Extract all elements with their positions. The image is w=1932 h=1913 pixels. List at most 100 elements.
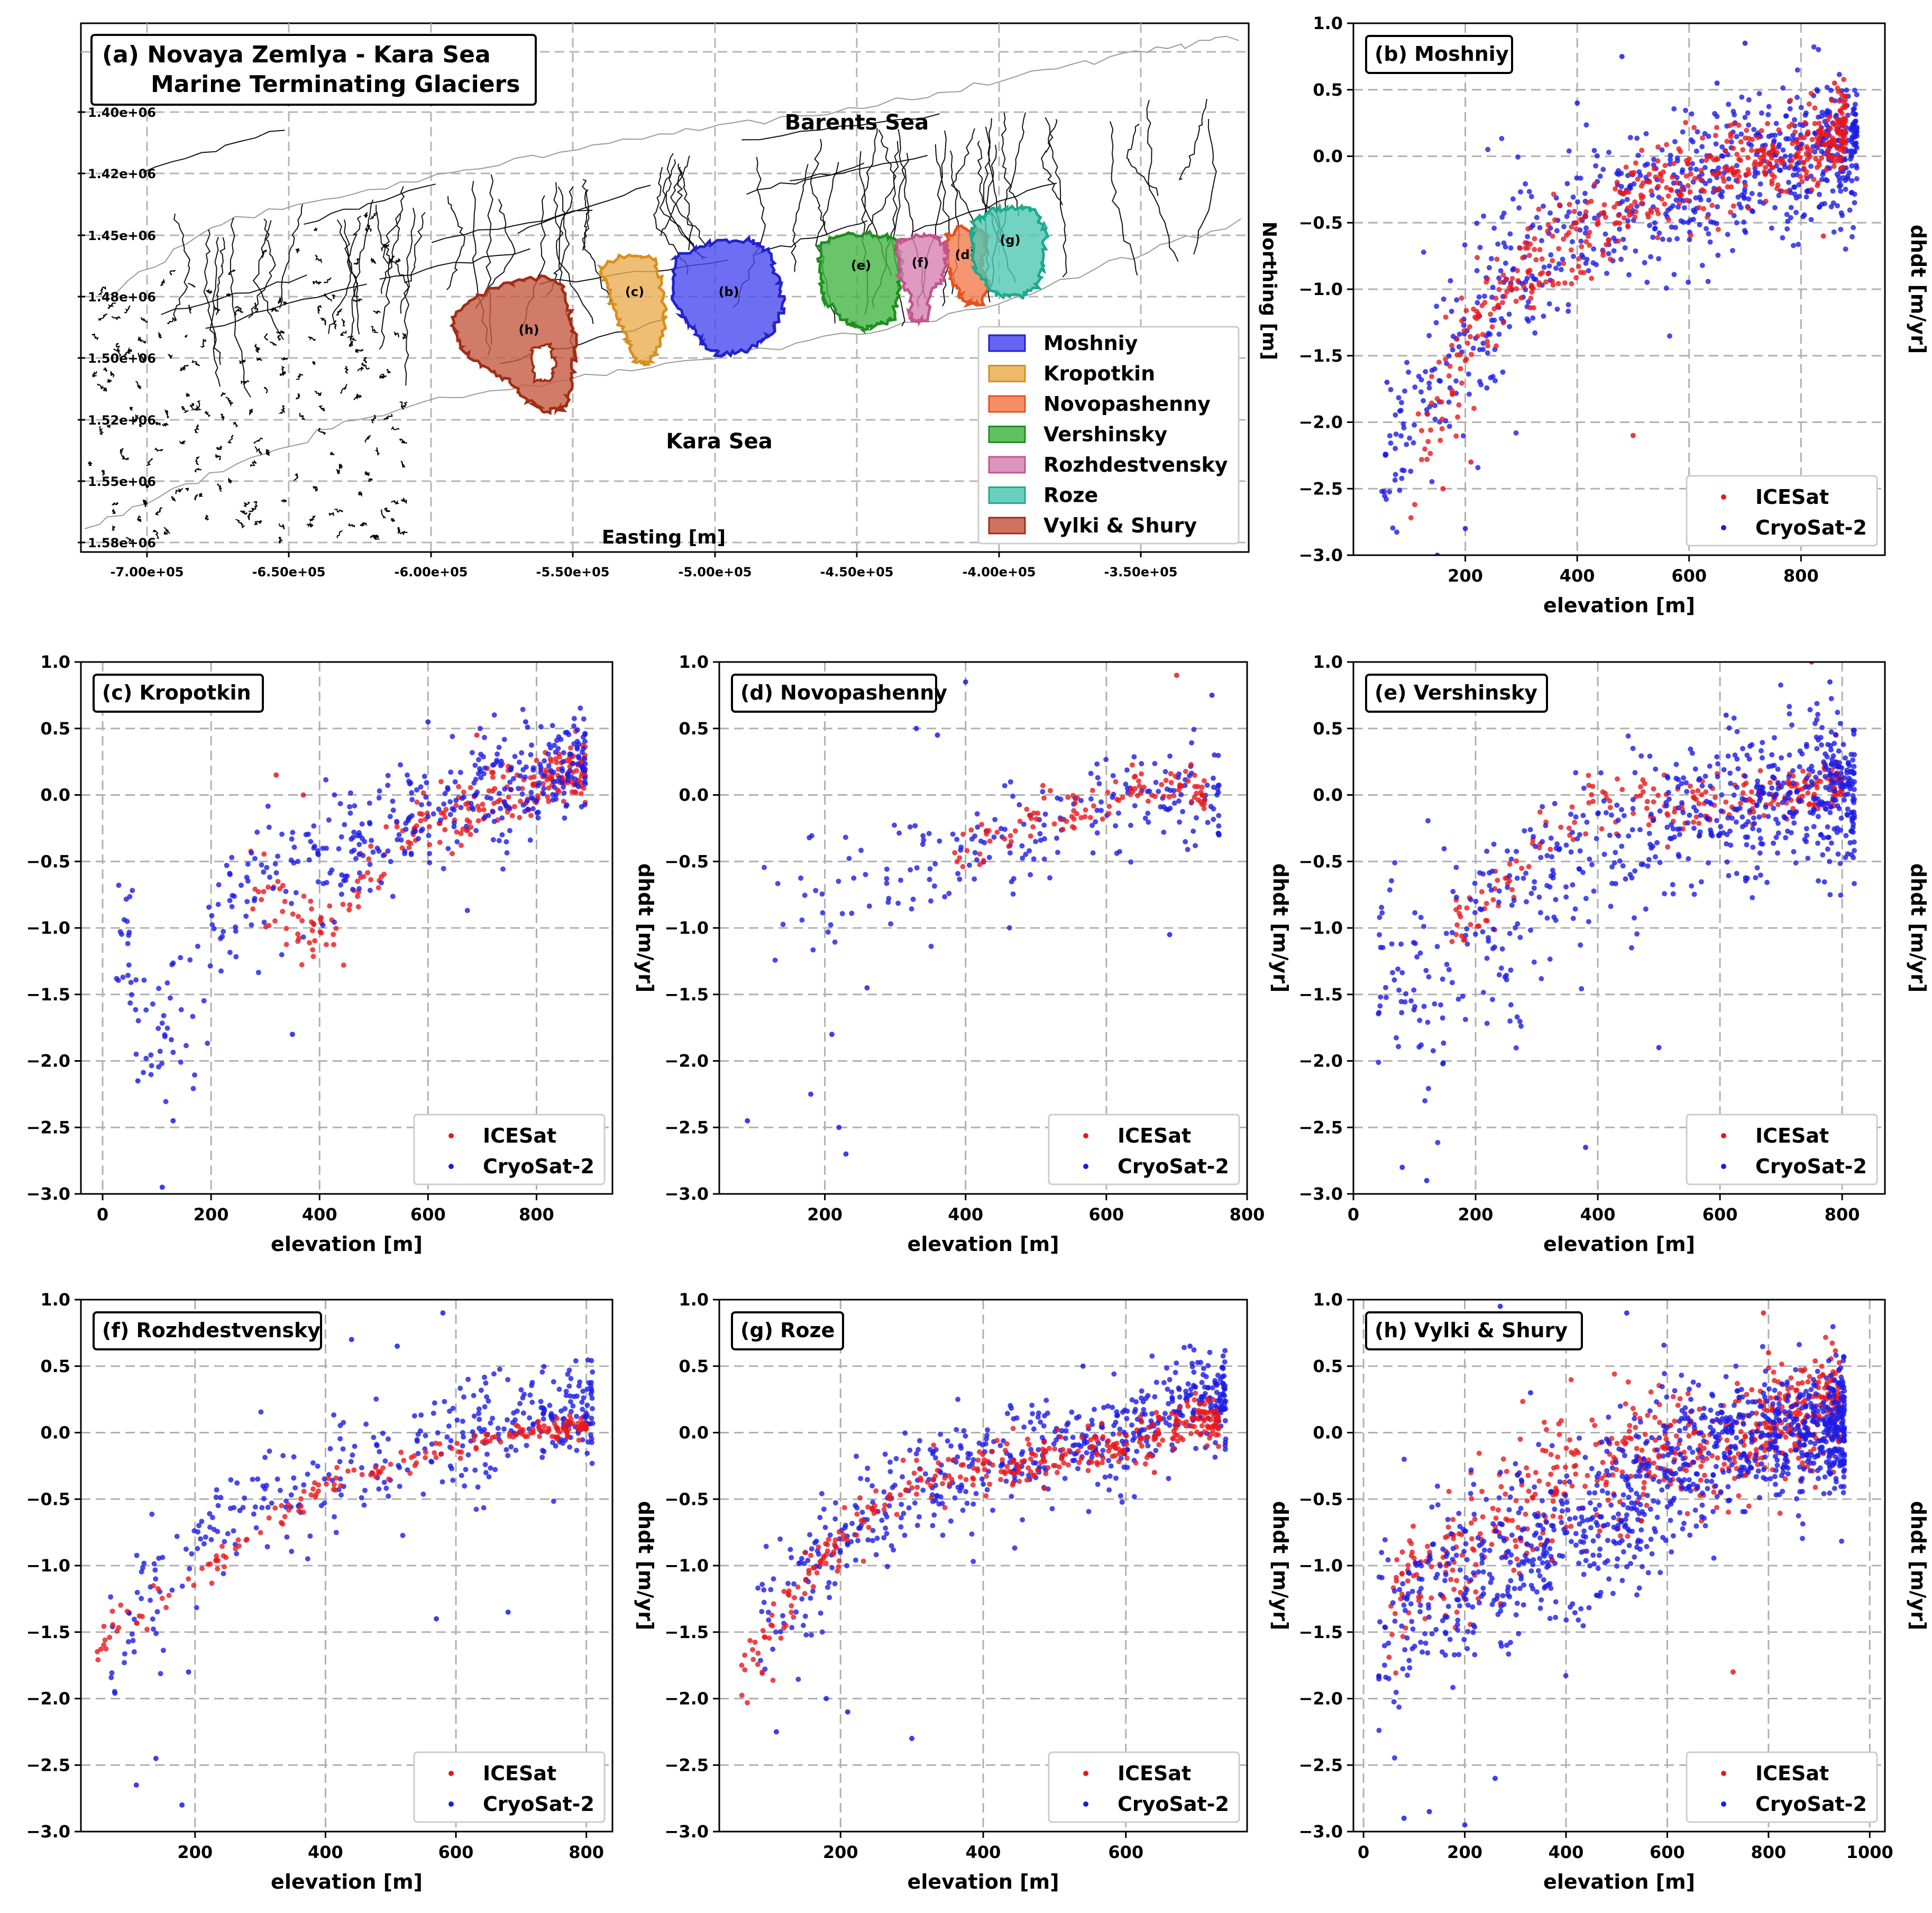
cryosat-point xyxy=(582,802,588,808)
cryosat-point xyxy=(221,928,226,934)
icesat-point xyxy=(1415,411,1421,417)
cryosat-point xyxy=(802,893,808,898)
cryosat-point xyxy=(1838,770,1844,776)
cryosat-point xyxy=(1648,254,1654,260)
cryosat-point xyxy=(906,1505,912,1511)
cryosat-point xyxy=(473,777,479,782)
panel-f-xlabel: elevation [m] xyxy=(271,1870,423,1893)
icesat-point xyxy=(442,827,448,833)
y-tick-label: 0.5 xyxy=(40,719,70,739)
icesat-point xyxy=(1188,762,1194,767)
cryosat-point xyxy=(1426,333,1432,338)
drainage-line xyxy=(810,139,828,235)
cryosat-point xyxy=(482,1462,488,1467)
cryosat-point xyxy=(1589,862,1595,868)
cryosat-point xyxy=(1827,810,1833,815)
cryosat-point xyxy=(1853,112,1858,117)
cryosat-point xyxy=(1836,183,1842,189)
cryosat-point xyxy=(1503,244,1508,250)
icesat-point xyxy=(140,1614,145,1620)
cryosat-point xyxy=(427,860,433,866)
cryosat-point xyxy=(1023,851,1029,857)
icesat-point xyxy=(1071,816,1077,822)
map-y-tick-label: 1.55e+06 xyxy=(88,474,156,489)
icesat-point xyxy=(1595,217,1601,223)
cryosat-point xyxy=(1531,885,1537,891)
cryosat-point xyxy=(562,815,567,821)
glacier-h-tag: (h) xyxy=(518,323,539,337)
icesat-point xyxy=(1579,244,1585,250)
cryosat-point xyxy=(1498,965,1504,971)
cryosat-point xyxy=(524,1442,529,1448)
cryosat-point xyxy=(1691,891,1697,897)
cryosat-point xyxy=(817,1515,823,1520)
cryosat-point xyxy=(568,751,574,757)
cryosat-point xyxy=(1408,998,1414,1004)
icesat-point xyxy=(1601,202,1607,208)
icesat-point xyxy=(1683,173,1689,179)
icesat-point xyxy=(368,843,374,849)
cryosat-point xyxy=(1009,1494,1014,1500)
icesat-point xyxy=(354,878,360,884)
cryosat-point xyxy=(564,802,570,808)
icesat-point xyxy=(1761,152,1767,158)
icesat-point xyxy=(1425,411,1431,417)
icesat-point xyxy=(1446,373,1452,379)
cryosat-point xyxy=(390,807,396,813)
icesat-point xyxy=(1632,199,1638,205)
cryosat-point xyxy=(1784,211,1790,217)
cryosat-point xyxy=(1028,1447,1034,1452)
y-tick-label: 0.5 xyxy=(1313,719,1343,739)
cryosat-point xyxy=(1413,941,1418,946)
cryosat-point xyxy=(1176,798,1182,804)
cryosat-point xyxy=(1176,1386,1182,1392)
cryosat-point xyxy=(482,815,488,821)
cryosat-point xyxy=(1615,817,1621,823)
cryosat-point xyxy=(563,1388,569,1394)
cryosat-point xyxy=(1650,234,1656,240)
icesat-point xyxy=(544,777,550,783)
cryosat-point xyxy=(960,1507,966,1513)
cryosat-point xyxy=(1084,1450,1089,1456)
icesat-point xyxy=(331,932,336,937)
cryosat-point xyxy=(1204,783,1210,788)
cryosat-point xyxy=(561,790,567,796)
cryosat-point xyxy=(1220,1406,1225,1412)
icesat-point xyxy=(1507,878,1513,884)
cryosat-point xyxy=(1425,1019,1431,1025)
icesat-point xyxy=(1728,131,1734,137)
cryosat-point xyxy=(463,823,469,829)
icesat-point xyxy=(1825,152,1830,158)
icesat-point xyxy=(1646,171,1652,177)
cryosat-point xyxy=(163,1099,169,1105)
cryosat-point xyxy=(1132,1406,1138,1412)
fjord-detail xyxy=(107,302,116,309)
icesat-point xyxy=(272,918,278,924)
cryosat-point xyxy=(1407,435,1413,441)
fjord-detail xyxy=(371,414,377,424)
icesat-point xyxy=(327,903,333,909)
cryosat-point xyxy=(1782,815,1788,821)
cryosat-point xyxy=(1673,197,1679,203)
icesat-point xyxy=(1489,324,1495,330)
cryosat-point xyxy=(237,1507,243,1513)
cryosat-point xyxy=(1669,836,1674,842)
cryosat-point xyxy=(1538,854,1544,860)
cryosat-point xyxy=(1037,831,1043,836)
icesat-point xyxy=(1583,831,1589,837)
cryosat-point xyxy=(1842,792,1848,798)
icesat-point xyxy=(1528,296,1534,301)
cryosat-point xyxy=(1794,789,1799,795)
fjord-detail xyxy=(226,435,234,444)
cryosat-point xyxy=(551,779,557,785)
panel-c-ylabel: dhdt [m/yr] xyxy=(634,863,657,993)
cryosat-point xyxy=(820,910,826,916)
icesat-point xyxy=(1613,186,1618,192)
icesat-point xyxy=(1485,338,1490,344)
cryosat-point xyxy=(1113,1420,1119,1425)
cryosat-point xyxy=(230,893,235,898)
icesat-point xyxy=(1762,169,1767,174)
cryosat-point xyxy=(1570,830,1575,835)
icesat-point xyxy=(1017,818,1023,824)
icesat-point xyxy=(334,1465,340,1470)
